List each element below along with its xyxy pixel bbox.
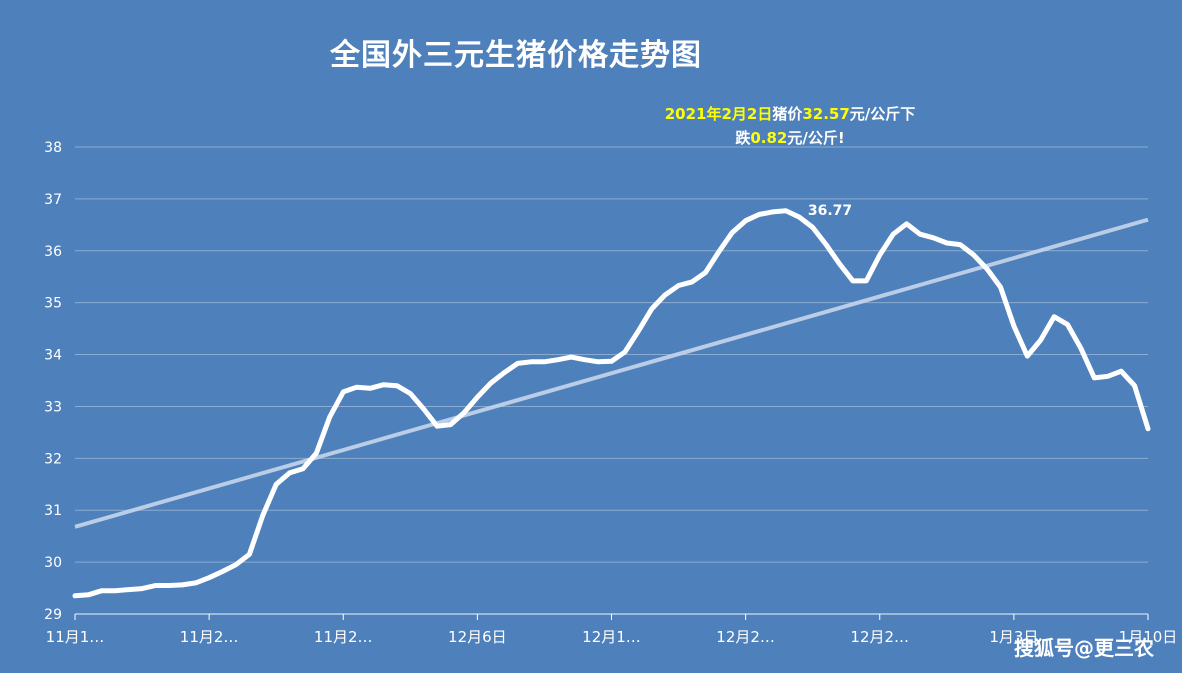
annotation-text: 跌	[735, 129, 751, 147]
annotation-highlight: 0.82	[750, 129, 788, 147]
y-tick-label: 38	[44, 140, 62, 156]
y-tick-label: 37	[44, 192, 62, 208]
trendline	[74, 217, 1149, 529]
annotation-text: 元/公斤!	[787, 129, 845, 147]
watermark: 搜狐号@更三农	[1014, 636, 1154, 660]
chart-title: 全国外三元生猪价格走势图	[330, 38, 702, 73]
annotation-text: 猪价	[772, 105, 803, 123]
y-tick-label: 33	[44, 399, 62, 415]
price-series-line	[72, 208, 1151, 599]
y-tick-label: 35	[44, 296, 62, 312]
peak-data-label: 36.77	[808, 203, 852, 219]
annotation-highlight: 32.57	[802, 105, 850, 123]
x-tick-label: 12月6日	[448, 628, 507, 646]
x-tick-label: 12月2…	[716, 628, 775, 646]
price-annotation: 2021年2月2日猪价32.57元/公斤下跌0.82元/公斤!	[610, 102, 970, 150]
y-tick-label: 29	[44, 607, 62, 623]
x-tick-label: 11月1…	[46, 628, 105, 646]
annotation-highlight: 2021年2月2日	[664, 105, 773, 123]
y-tick-label: 30	[44, 555, 62, 571]
x-tick-label: 11月2…	[180, 628, 239, 646]
annotation-text: 元/公斤下	[849, 105, 916, 123]
x-tick-label: 11月2…	[314, 628, 373, 646]
x-tick-label: 12月2…	[850, 628, 909, 646]
y-tick-label: 36	[44, 244, 62, 260]
x-tick-label: 12月1…	[582, 628, 641, 646]
x-tick-label: 1月10日	[1119, 628, 1178, 646]
y-tick-label: 32	[44, 451, 62, 467]
x-tick-label: 1月3日	[989, 628, 1038, 646]
y-tick-label: 34	[44, 348, 62, 364]
y-tick-label: 31	[44, 503, 62, 519]
